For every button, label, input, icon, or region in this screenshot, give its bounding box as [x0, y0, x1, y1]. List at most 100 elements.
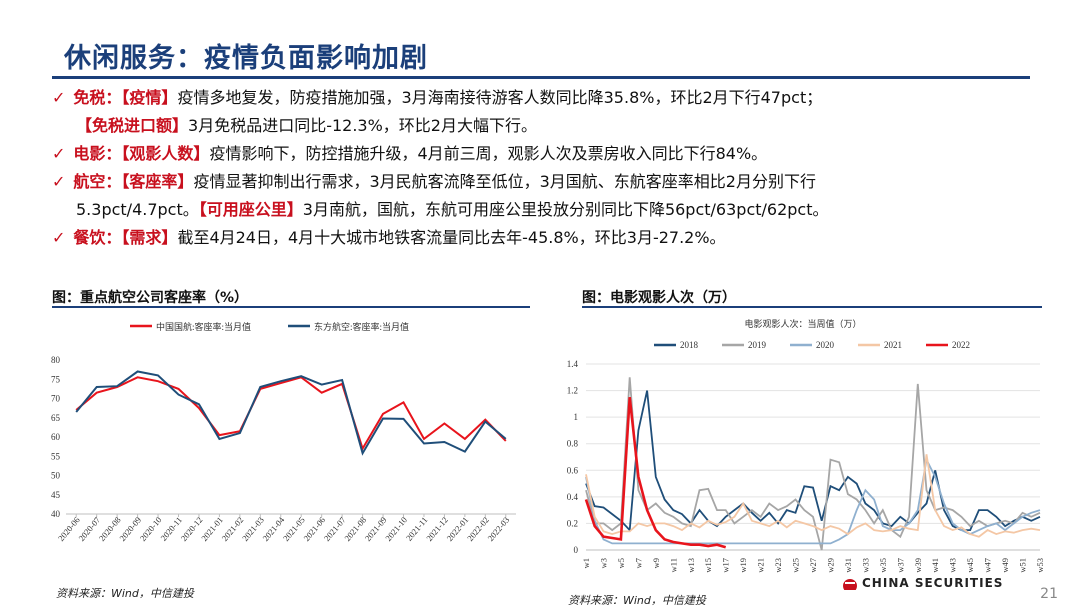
- left-figure-rule: [52, 306, 530, 308]
- bullet-movie: ✓ 电影：【观影人数】疫情影响下，防控措施升级，4月前三周，观影人次及票房收入同比…: [52, 140, 1042, 168]
- y-tick-label: 0.6: [567, 465, 579, 475]
- page-number: 21: [1040, 586, 1058, 602]
- check-icon: ✓: [52, 172, 66, 191]
- y-tick-label: 1.4: [567, 359, 579, 369]
- bullet-tag: 【可用座公里】: [198, 200, 303, 219]
- x-tick-label: w19: [738, 558, 748, 573]
- legend-label: 东方航空:客座率:当月值: [314, 321, 409, 332]
- bullet-category: 电影：: [73, 144, 122, 163]
- y-tick-label: 0.8: [567, 439, 579, 449]
- legend-label: 2020: [816, 340, 835, 350]
- bullet-tag: 【需求】: [121, 228, 178, 247]
- bullet-category: 航空：: [73, 172, 122, 191]
- bullet-text: 截至4月24日，4月十大城市地铁客流量同比去年-45.8%，环比3月-27.2%…: [177, 228, 726, 247]
- y-tick-label: 80: [51, 355, 61, 365]
- x-tick-label: w39: [913, 558, 923, 573]
- x-tick-label: w41: [930, 558, 940, 573]
- right-figure-title: 图：电影观影人次（万）: [582, 290, 736, 306]
- x-tick-label: w9: [651, 558, 661, 568]
- series-line: [75, 376, 507, 452]
- x-tick-label: w5: [616, 558, 626, 568]
- x-tick-label: 2022-03: [485, 515, 511, 543]
- x-tick-label: w11: [668, 558, 678, 572]
- x-tick-label: w43: [948, 558, 958, 573]
- company-logo-icon: [842, 576, 858, 590]
- series-line: [585, 390, 1041, 533]
- x-tick-label: w23: [773, 558, 783, 573]
- legend-label: 2021: [884, 340, 902, 350]
- y-tick-label: 0.4: [567, 492, 579, 502]
- bullet-tag: 【观影人数】: [121, 144, 210, 163]
- x-tick-label: w29: [825, 558, 835, 573]
- bullet-aviation: ✓ 航空：【客座率】疫情显著抑制出行需求，3月民航客流降至低位，3月国航、东航客座…: [52, 168, 1042, 196]
- series-line: [585, 377, 1041, 551]
- bullet-list: ✓ 免税：【疫情】疫情多地复发，防疫措施加强，3月海南接待游客人数同比降35.8%…: [52, 84, 1042, 252]
- x-tick-label: w45: [965, 558, 975, 573]
- x-tick-label: w31: [843, 558, 853, 573]
- bullet-duty-free-cont: 【免税进口额】3月免税品进口同比-12.3%，环比2月大幅下行。: [52, 112, 1042, 140]
- left-figure-source: 资料来源：Wind，中信建投: [56, 587, 194, 600]
- x-tick-label: w33: [860, 558, 870, 573]
- y-tick-label: 50: [51, 471, 61, 481]
- bullet-text: 3月南航，国航，东航可用座公里投放分别同比下降56pct/63pct/62pct…: [302, 200, 829, 219]
- bullet-category: 免税：: [73, 88, 122, 107]
- x-tick-label: w27: [808, 558, 818, 573]
- y-tick-label: 0.2: [567, 518, 578, 528]
- y-tick-label: 0: [574, 545, 579, 555]
- company-logo-text: CHINA SECURITIES: [862, 576, 1004, 590]
- bullet-duty-free: ✓ 免税：【疫情】疫情多地复发，防疫措施加强，3月海南接待游客人数同比降35.8%…: [52, 84, 1042, 112]
- y-tick-label: 1.2: [567, 386, 578, 396]
- x-tick-label: 2021-10: [383, 515, 409, 543]
- bullet-text: 疫情影响下，防控措施升级，4月前三周，观影人次及票房收入同比下行84%。: [209, 144, 768, 163]
- y-tick-label: 70: [51, 394, 61, 404]
- x-tick-label: w37: [895, 558, 905, 573]
- x-tick-label: w35: [878, 558, 888, 573]
- x-tick-label: w21: [756, 558, 766, 573]
- check-icon: ✓: [52, 144, 66, 163]
- check-icon: ✓: [52, 228, 66, 247]
- series-line: [585, 454, 1041, 538]
- bullet-text: 5.3pct/4.7pct。: [76, 200, 199, 219]
- y-tick-label: 65: [51, 413, 61, 423]
- bullet-category: 餐饮：: [73, 228, 122, 247]
- x-tick-label: w49: [1000, 558, 1010, 573]
- series-line: [584, 397, 727, 549]
- x-tick-label: w17: [721, 558, 731, 573]
- series-line: [75, 370, 507, 456]
- x-tick-label: w47: [983, 558, 993, 573]
- legend-label: 2022: [952, 340, 970, 350]
- legend-label: 2019: [748, 340, 767, 350]
- y-tick-label: 1: [574, 412, 579, 422]
- load-factor-chart: 中国国航:客座率:当月值 东方航空:客座率:当月值 40 45 50 55 60 65 70 75…: [51, 321, 516, 543]
- bullet-tag: 【客座率】: [121, 172, 194, 191]
- check-icon: ✓: [52, 88, 66, 107]
- left-figure-title: 图：重点航空公司客座率（%）: [52, 290, 249, 306]
- page-title: 休闲服务：疫情负面影响加剧: [64, 43, 428, 74]
- bullet-text: 疫情多地复发，防疫措施加强，3月海南接待游客人数同比降35.8%，环比2月下行4…: [177, 88, 823, 107]
- bullet-tag: 【疫情】: [121, 88, 178, 107]
- movie-attendance-chart: 电影观影人次：当周值（万） 2018 2019 2020 2021 2022 0 0.2 0.4…: [567, 318, 1045, 573]
- x-tick-label: w15: [703, 558, 713, 573]
- bullet-text: 3月免税品进口同比-12.3%，环比2月大幅下行。: [188, 116, 537, 135]
- x-tick-label: w51: [1018, 558, 1028, 573]
- x-tick-label: w1: [581, 558, 591, 568]
- right-figure-source: 资料来源：Wind，中信建投: [568, 594, 706, 607]
- right-figure-rule: [582, 306, 1042, 308]
- bullet-catering: ✓ 餐饮：【需求】截至4月24日，4月十大城市地铁客流量同比去年-45.8%，环比…: [52, 224, 1042, 252]
- chart-title: 电影观影人次：当周值（万）: [744, 318, 861, 329]
- y-tick-label: 55: [51, 451, 61, 461]
- x-tick-label: w53: [1035, 558, 1045, 573]
- x-tick-label: w7: [633, 558, 643, 568]
- x-tick-label: w13: [686, 558, 696, 573]
- x-tick-label: w25: [791, 558, 801, 573]
- legend-label: 中国国航:客座率:当月值: [156, 321, 251, 332]
- y-tick-label: 75: [51, 374, 61, 384]
- bullet-text: 疫情显著抑制出行需求，3月民航客流降至低位，3月国航、东航客座率相比2月分别下行: [193, 172, 816, 191]
- bullet-tag: 【免税进口额】: [76, 116, 189, 135]
- x-tick-label: w3: [598, 558, 608, 568]
- title-rule: [52, 76, 1030, 79]
- y-tick-label: 40: [51, 509, 61, 519]
- y-tick-label: 60: [51, 432, 61, 442]
- x-tick-label: 2020-10: [138, 515, 164, 543]
- legend-label: 2018: [680, 340, 699, 350]
